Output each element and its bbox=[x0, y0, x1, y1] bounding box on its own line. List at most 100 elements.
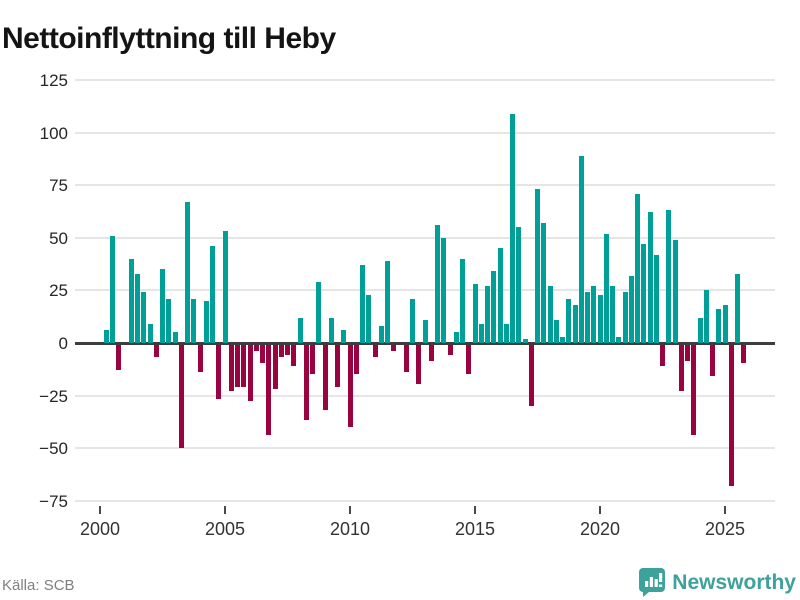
gridline bbox=[75, 394, 775, 397]
bar bbox=[466, 344, 472, 374]
y-tick-label: −25 bbox=[39, 386, 68, 406]
bar bbox=[722, 305, 728, 343]
bar bbox=[147, 324, 153, 343]
bar bbox=[341, 330, 347, 343]
bar bbox=[410, 298, 415, 343]
x-tick-label: 2015 bbox=[454, 519, 496, 539]
bar bbox=[222, 231, 228, 343]
bar bbox=[403, 344, 409, 372]
bar bbox=[203, 300, 209, 343]
bar bbox=[360, 265, 365, 343]
bar bbox=[497, 248, 503, 343]
bar bbox=[503, 324, 509, 343]
gridline bbox=[75, 236, 775, 239]
bar bbox=[610, 286, 615, 343]
bar bbox=[278, 344, 284, 358]
bar bbox=[541, 223, 547, 343]
x-tick bbox=[349, 506, 351, 514]
gridline bbox=[75, 447, 775, 450]
bar bbox=[391, 344, 397, 351]
bar bbox=[328, 317, 334, 343]
bar bbox=[597, 294, 603, 343]
bar bbox=[185, 201, 190, 343]
bar bbox=[635, 193, 640, 343]
bar bbox=[435, 225, 440, 343]
bar bbox=[566, 298, 572, 343]
bar bbox=[210, 246, 215, 343]
bar bbox=[516, 227, 522, 343]
y-tick-label: 125 bbox=[39, 70, 68, 90]
bar bbox=[591, 286, 597, 343]
bar bbox=[522, 338, 528, 343]
bar bbox=[453, 332, 459, 343]
bar bbox=[660, 344, 665, 366]
bar bbox=[235, 344, 240, 387]
x-tick-label: 2005 bbox=[204, 519, 246, 539]
bar bbox=[510, 113, 515, 343]
bar bbox=[647, 212, 653, 343]
bar bbox=[228, 344, 234, 391]
gridline bbox=[75, 131, 775, 134]
bar bbox=[110, 235, 115, 343]
gridline bbox=[75, 184, 775, 187]
x-tick-label: 2010 bbox=[329, 519, 371, 539]
bar bbox=[335, 344, 340, 387]
x-tick-label: 2000 bbox=[79, 519, 121, 539]
x-tick bbox=[474, 506, 476, 514]
bar bbox=[253, 344, 259, 351]
gridline bbox=[75, 78, 775, 81]
x-tick bbox=[599, 506, 601, 514]
bar bbox=[241, 344, 247, 387]
newsworthy-logo: Newsworthy bbox=[639, 568, 796, 597]
x-tick-label: 2025 bbox=[704, 519, 746, 539]
bar bbox=[478, 324, 484, 343]
bar bbox=[685, 344, 690, 362]
bar bbox=[416, 344, 422, 385]
y-tick-label: −50 bbox=[39, 439, 68, 459]
bar bbox=[447, 344, 453, 356]
bar bbox=[191, 298, 197, 343]
bar bbox=[547, 286, 553, 343]
bar bbox=[322, 344, 328, 410]
bar bbox=[197, 344, 203, 372]
bar bbox=[310, 344, 315, 374]
x-tick bbox=[724, 506, 726, 514]
bar bbox=[460, 258, 465, 343]
bar bbox=[672, 239, 678, 343]
bar bbox=[128, 258, 134, 343]
bar bbox=[653, 254, 659, 343]
bar bbox=[172, 332, 178, 343]
bar bbox=[472, 284, 478, 343]
bar bbox=[678, 344, 684, 391]
x-tick-label: 2020 bbox=[579, 519, 621, 539]
bar bbox=[622, 292, 628, 343]
newsworthy-icon bbox=[639, 568, 666, 597]
bar bbox=[422, 319, 428, 343]
bar bbox=[491, 271, 497, 343]
bar bbox=[716, 309, 722, 343]
bar bbox=[260, 344, 265, 364]
bar bbox=[160, 269, 165, 343]
bar bbox=[741, 344, 747, 364]
bar bbox=[372, 344, 378, 358]
bar bbox=[316, 281, 322, 343]
bar bbox=[553, 319, 559, 343]
bar bbox=[628, 275, 634, 343]
bar bbox=[728, 344, 734, 486]
y-tick-label: 50 bbox=[49, 228, 68, 248]
bar bbox=[297, 317, 303, 343]
bar bbox=[303, 344, 309, 421]
y-tick-label: 25 bbox=[49, 281, 68, 301]
bar bbox=[247, 344, 253, 402]
bar bbox=[291, 344, 297, 366]
bar bbox=[116, 344, 122, 370]
bar bbox=[603, 233, 609, 343]
bar bbox=[178, 344, 184, 448]
gridline bbox=[75, 289, 775, 292]
bar bbox=[366, 294, 372, 343]
y-tick-label: 100 bbox=[39, 123, 68, 143]
bar bbox=[135, 273, 140, 343]
bar bbox=[710, 344, 715, 377]
bar bbox=[666, 210, 672, 343]
bar bbox=[572, 305, 578, 343]
